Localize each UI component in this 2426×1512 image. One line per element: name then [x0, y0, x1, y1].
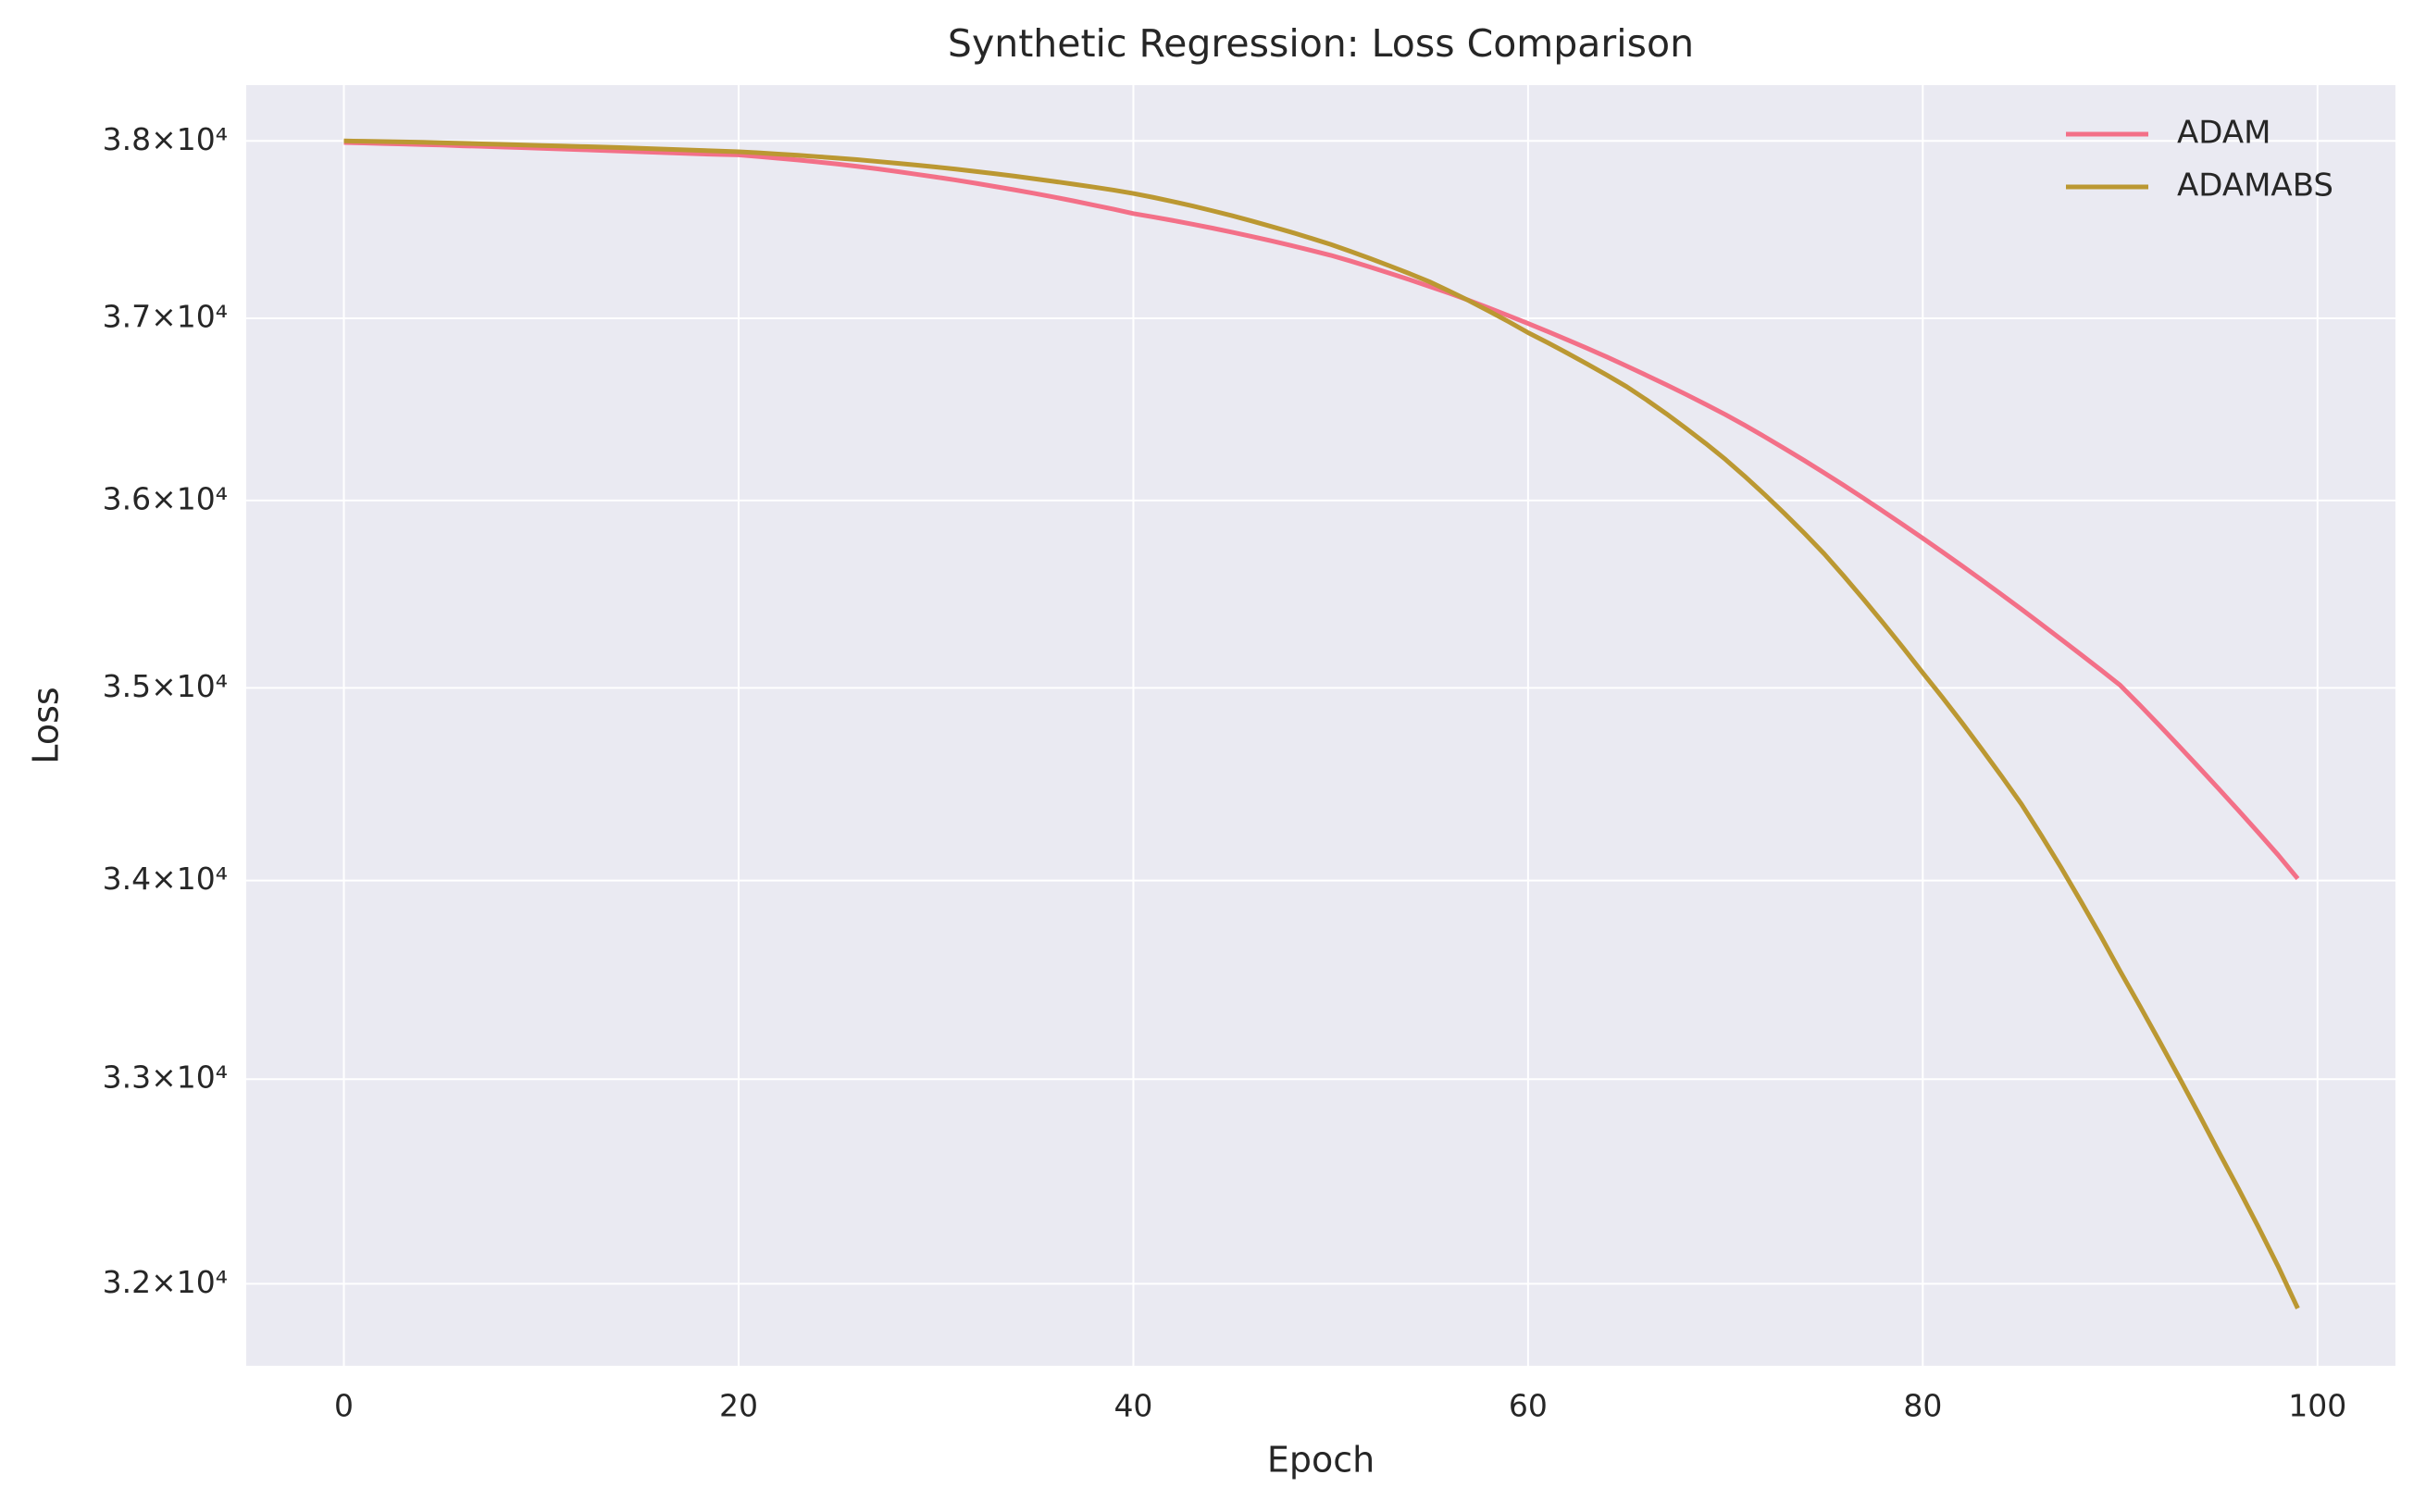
y-tick-label: 3.7×10⁴: [103, 298, 228, 334]
y-axis-label: Loss: [26, 687, 67, 763]
x-tick-label: 80: [1903, 1388, 1942, 1424]
y-tick-label: 3.4×10⁴: [103, 861, 228, 897]
y-tick-label: 3.3×10⁴: [103, 1060, 228, 1096]
x-tick-label: 0: [334, 1388, 354, 1424]
legend-label: ADAMABS: [2177, 167, 2333, 204]
legend-label: ADAM: [2177, 115, 2270, 152]
x-tick-label: 20: [719, 1388, 758, 1424]
plot-area: [246, 85, 2395, 1366]
x-tick-label: 100: [2288, 1388, 2346, 1424]
chart-title: Synthetic Regression: Loss Comparison: [948, 21, 1694, 66]
y-tick-label: 3.5×10⁴: [103, 668, 228, 704]
x-axis-label: Epoch: [1267, 1440, 1375, 1481]
x-tick-label: 60: [1509, 1388, 1548, 1424]
y-tick-label: 3.2×10⁴: [103, 1264, 228, 1300]
line: [343, 140, 2300, 881]
y-tick-label: 3.6×10⁴: [103, 480, 228, 516]
y-tick-label: 3.8×10⁴: [103, 121, 228, 157]
line: [343, 138, 2300, 1310]
x-tick-label: 40: [1113, 1388, 1152, 1424]
